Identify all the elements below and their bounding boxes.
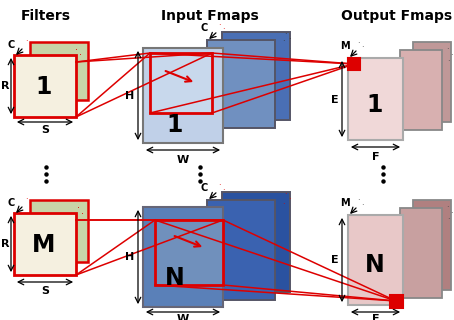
Text: S: S [41,125,49,135]
Text: N: N [365,253,385,277]
Text: M: M [340,41,350,51]
Bar [413,200,451,290]
Text: ·: · [361,201,364,210]
Text: W: W [177,314,189,320]
Text: ·: · [446,203,449,212]
Text: ·: · [77,203,79,213]
Text: 1: 1 [167,113,183,137]
Text: ·: · [447,215,449,224]
Text: ·: · [25,37,28,46]
Text: ·: · [222,186,225,195]
Text: C: C [200,23,207,33]
Text: ·: · [282,37,285,46]
Text: ·: · [284,190,286,199]
Text: ·: · [450,51,453,60]
Text: C: C [7,198,15,208]
Bar [143,207,223,307]
Bar [207,40,275,128]
Text: ·: · [282,200,285,209]
Bar [348,58,403,140]
Bar [207,200,275,300]
Text: ·: · [447,57,449,66]
Text: ·: · [288,35,291,44]
Text: ·: · [218,21,221,30]
Text: 1: 1 [367,93,383,117]
Text: ·: · [450,209,453,218]
Text: H: H [125,252,135,262]
Text: ·: · [28,40,30,49]
Text: W: W [177,155,189,165]
Text: 1: 1 [36,75,52,99]
Bar [390,295,403,308]
Bar [400,50,442,130]
Text: C: C [200,183,207,193]
Text: Filters: Filters [21,9,71,23]
Text: Output Fmaps: Output Fmaps [341,9,453,23]
Text: M: M [340,198,350,208]
Text: R: R [1,239,9,249]
Bar [222,192,290,292]
Text: ·: · [222,25,225,34]
Text: H: H [125,91,135,101]
Text: ·: · [83,215,85,225]
Text: ·: · [357,39,360,48]
Text: F: F [372,314,380,320]
Text: ·: · [361,43,364,52]
Bar [155,220,223,285]
Text: ·: · [218,181,221,190]
Bar [30,200,88,262]
Bar [348,215,403,305]
Bar [222,32,290,120]
Text: ·: · [80,209,84,219]
Text: E: E [331,95,339,105]
Bar [30,42,88,100]
Text: ·: · [79,50,83,60]
Text: S: S [41,286,49,296]
Text: ·: · [284,30,286,39]
Text: ·: · [446,45,449,54]
Text: ·: · [28,199,30,208]
Text: E: E [331,255,339,265]
Text: C: C [7,40,15,50]
Text: M: M [32,233,56,257]
Bar [14,55,76,117]
Text: ·: · [25,195,28,204]
Text: ·: · [82,57,84,67]
Text: F: F [372,152,380,162]
Text: R: R [1,81,9,91]
Bar [14,213,76,275]
Bar [413,42,451,122]
Bar [143,48,223,143]
Text: N: N [165,266,185,290]
Bar [400,208,442,298]
Text: ·: · [75,45,79,55]
Bar [348,58,360,70]
Text: ·: · [357,196,360,205]
Bar [150,53,212,113]
Text: ·: · [288,195,291,204]
Text: Input Fmaps: Input Fmaps [161,9,259,23]
